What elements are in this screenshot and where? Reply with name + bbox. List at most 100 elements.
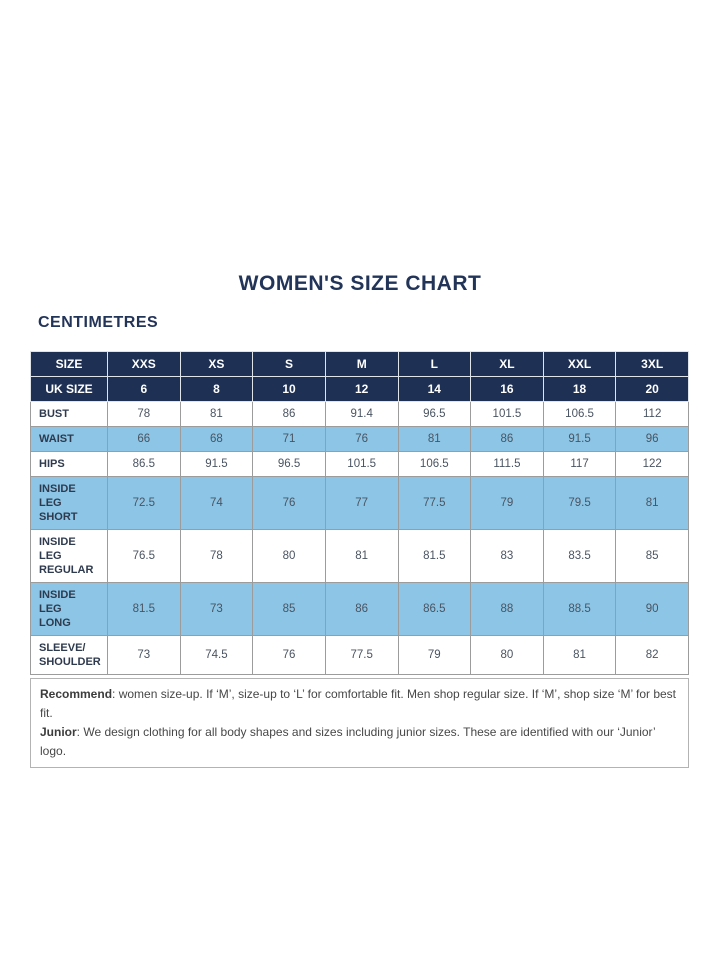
value-cell: 91.5 <box>542 426 617 452</box>
row-label: HIPS <box>30 451 108 477</box>
header-cell: 12 <box>324 376 399 402</box>
value-cell: 81 <box>542 635 617 675</box>
value-cell: 81.5 <box>397 529 472 583</box>
value-cell: 81 <box>615 476 689 530</box>
value-cell: 88 <box>470 582 544 636</box>
header-cell: XXS <box>107 351 181 377</box>
value-cell: 106.5 <box>397 451 472 477</box>
value-cell: 117 <box>542 451 617 477</box>
value-cell: 96.5 <box>397 401 472 427</box>
table-row: INSIDE LEG SHORT 72.5 74 76 77 77.5 79 79.5 81 <box>30 476 689 530</box>
value-cell: 68 <box>179 426 254 452</box>
footnote: Recommend: women size-up. If ‘M’, size-u… <box>30 678 689 768</box>
value-cell: 76 <box>252 635 326 675</box>
size-chart-container: SIZE XXS XS S M L XL XXL 3XL UK SIZE 6 8 10 12 14 16 18 2… <box>30 351 689 768</box>
header-cell: XS <box>179 351 254 377</box>
value-cell: 77.5 <box>397 476 472 530</box>
value-cell: 96.5 <box>252 451 326 477</box>
uk-size-row: UK SIZE 6 8 10 12 14 16 18 20 <box>30 376 689 402</box>
footnote-lead-recommend: Recommend <box>40 687 113 701</box>
value-cell: 72.5 <box>107 476 181 530</box>
header-cell: XXL <box>542 351 617 377</box>
row-label: SLEEVE/ SHOULDER <box>30 635 108 675</box>
header-cell: XL <box>470 351 544 377</box>
value-cell: 78 <box>107 401 181 427</box>
value-cell: 79 <box>470 476 544 530</box>
value-cell: 76.5 <box>107 529 181 583</box>
header-cell: 3XL <box>615 351 689 377</box>
page-title: WOMEN'S SIZE CHART <box>238 272 482 295</box>
value-cell: 79.5 <box>542 476 617 530</box>
value-cell: 81.5 <box>107 582 181 636</box>
size-chart-header: SIZE XXS XS S M L XL XXL 3XL UK SIZE 6 8 10 12 14 16 18 2… <box>30 351 689 402</box>
table-row: WAIST 66 68 71 76 81 86 91.5 96 <box>30 426 689 452</box>
header-cell: 20 <box>615 376 689 402</box>
size-chart-body: BUST 78 81 86 91.4 96.5 101.5 106.5 112 WAIST 66 68… <box>30 401 689 675</box>
table-row: INSIDE LEG LONG 81.5 73 85 86 86.5 88 88.5 90 <box>30 582 689 636</box>
value-cell: 91.4 <box>324 401 399 427</box>
value-cell: 77 <box>324 476 399 530</box>
value-cell: 66 <box>107 426 181 452</box>
value-cell: 74.5 <box>179 635 254 675</box>
header-row-label: UK SIZE <box>30 376 108 402</box>
value-cell: 73 <box>179 582 254 636</box>
value-cell: 81 <box>397 426 472 452</box>
value-cell: 86 <box>470 426 544 452</box>
value-cell: 81 <box>179 401 254 427</box>
value-cell: 71 <box>252 426 326 452</box>
value-cell: 112 <box>615 401 689 427</box>
value-cell: 86.5 <box>107 451 181 477</box>
row-label: WAIST <box>30 426 108 452</box>
row-label: INSIDE LEG REGULAR <box>30 529 108 583</box>
table-row: BUST 78 81 86 91.4 96.5 101.5 106.5 112 <box>30 401 689 427</box>
unit-label: CENTIMETRES <box>38 314 159 331</box>
value-cell: 81 <box>324 529 399 583</box>
value-cell: 122 <box>615 451 689 477</box>
value-cell: 86 <box>324 582 399 636</box>
header-cell: 18 <box>542 376 617 402</box>
value-cell: 78 <box>179 529 254 583</box>
table-row: SLEEVE/ SHOULDER 73 74.5 76 77.5 79 80 81 82 <box>30 635 689 675</box>
value-cell: 90 <box>615 582 689 636</box>
header-cell: S <box>252 351 326 377</box>
header-cell: 10 <box>252 376 326 402</box>
value-cell: 86 <box>252 401 326 427</box>
header-row-label: SIZE <box>30 351 108 377</box>
value-cell: 96 <box>615 426 689 452</box>
footnote-line-recommend: Recommend: women size-up. If ‘M’, size-u… <box>40 685 679 723</box>
value-cell: 106.5 <box>542 401 617 427</box>
footnote-lead-junior: Junior <box>40 725 77 739</box>
header-cell: L <box>397 351 472 377</box>
value-cell: 101.5 <box>470 401 544 427</box>
size-header-row: SIZE XXS XS S M L XL XXL 3XL <box>30 351 689 377</box>
value-cell: 111.5 <box>470 451 544 477</box>
value-cell: 88.5 <box>542 582 617 636</box>
table-row: INSIDE LEG REGULAR 76.5 78 80 81 81.5 83 83.5 85 <box>30 529 689 583</box>
header-cell: M <box>324 351 399 377</box>
value-cell: 76 <box>324 426 399 452</box>
footnote-text-junior: : We design clothing for all body shapes… <box>40 725 656 758</box>
value-cell: 91.5 <box>179 451 254 477</box>
value-cell: 101.5 <box>324 451 399 477</box>
value-cell: 85 <box>252 582 326 636</box>
table-row: HIPS 86.5 91.5 96.5 101.5 106.5 111.5 117 122 <box>30 451 689 477</box>
value-cell: 79 <box>397 635 472 675</box>
row-label: BUST <box>30 401 108 427</box>
value-cell: 74 <box>179 476 254 530</box>
value-cell: 86.5 <box>397 582 472 636</box>
value-cell: 77.5 <box>324 635 399 675</box>
value-cell: 83.5 <box>542 529 617 583</box>
value-cell: 80 <box>470 635 544 675</box>
footnote-line-junior: Junior: We design clothing for all body … <box>40 723 679 761</box>
value-cell: 73 <box>107 635 181 675</box>
row-label: INSIDE LEG SHORT <box>30 476 108 530</box>
value-cell: 83 <box>470 529 544 583</box>
value-cell: 82 <box>615 635 689 675</box>
value-cell: 85 <box>615 529 689 583</box>
size-chart-table: SIZE XXS XS S M L XL XXL 3XL UK SIZE 6 8 10 12 14 16 18 2… <box>30 351 689 675</box>
value-cell: 80 <box>252 529 326 583</box>
footnote-text-recommend: : women size-up. If ‘M’, size-up to ‘L’ … <box>40 687 677 720</box>
header-cell: 14 <box>397 376 472 402</box>
row-label: INSIDE LEG LONG <box>30 582 108 636</box>
value-cell: 76 <box>252 476 326 530</box>
